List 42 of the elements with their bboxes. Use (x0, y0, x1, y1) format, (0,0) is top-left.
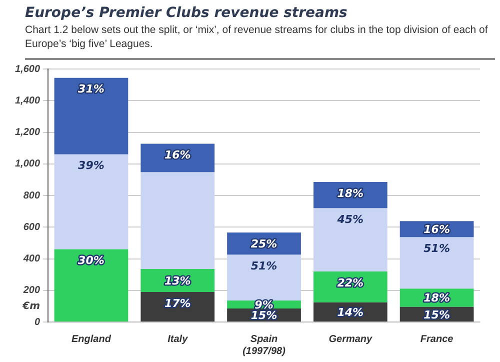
annotation: 9% (254, 298, 274, 312)
y-tick-label: 600 (23, 222, 40, 233)
x-tick-label: Germany (328, 334, 373, 345)
annotation: 22% (337, 276, 364, 290)
y-tick-label: 0 (34, 316, 40, 328)
y-tick-label: 800 (23, 190, 40, 202)
annotation: 15% (250, 309, 278, 322)
annotation: 16% (424, 223, 450, 236)
y-tick-label: 200 (22, 285, 40, 296)
annotation: 17% (164, 296, 191, 310)
chart-title: Europe’s Premier Clubs revenue streams (25, 5, 348, 21)
x-tick-label: Spain (1997/98) (242, 334, 286, 357)
annotation: 16% (164, 148, 191, 162)
annotation: 45% (336, 213, 364, 226)
annotation: 14% (337, 306, 364, 320)
y-tick-label: 1,400 (14, 95, 40, 106)
annotation: 15% (424, 308, 450, 322)
chart-subtitle: Chart 1.2 below sets out the split, or ‘mix’, of revenue streams for clubs in the top division of each of Europe’s ‘big five’ Leagues. (25, 23, 489, 51)
y-tick-label: 400 (22, 254, 40, 264)
y-axis-title: €m (22, 300, 40, 312)
annotation: 31% (78, 82, 104, 96)
bar (140, 172, 215, 270)
x-tick-label: Italy (168, 334, 188, 345)
bar (313, 208, 388, 272)
annotation: 51% (250, 260, 278, 273)
bar (227, 254, 301, 300)
x-tick-label: France (420, 334, 454, 345)
y-tick-label: 1,200 (14, 127, 40, 138)
annotation: 51% (424, 242, 450, 256)
annotation: 39% (78, 159, 104, 172)
bar (54, 154, 128, 250)
annotation: 18% (424, 292, 450, 305)
annotation: 13% (164, 274, 191, 288)
bar (54, 249, 128, 322)
y-tick-label: 1,600 (14, 64, 40, 75)
annotation: 25% (250, 238, 278, 251)
x-tick-label: England (71, 334, 112, 345)
bar (400, 237, 474, 289)
y-tick-label: 1,000 (14, 158, 40, 170)
annotation: 30% (78, 254, 104, 268)
annotation: 18% (337, 186, 364, 200)
bar (54, 78, 128, 154)
